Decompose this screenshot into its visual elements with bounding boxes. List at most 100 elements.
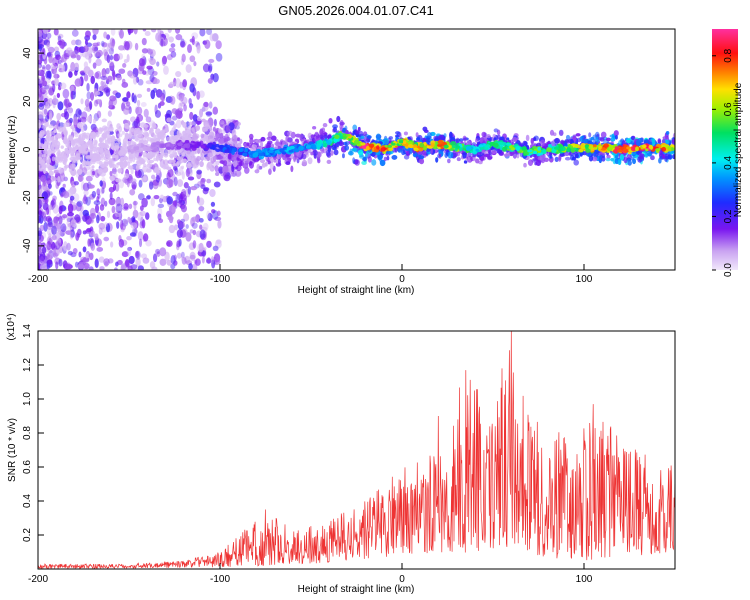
spectrogram-cell xyxy=(112,163,117,169)
spectrogram-cell xyxy=(138,157,144,163)
spectrogram-cell xyxy=(46,253,50,260)
spectrogram-cell xyxy=(216,210,221,217)
spectrogram-cell xyxy=(358,154,365,159)
spectrogram-cell xyxy=(239,148,244,153)
spectrogram-cell xyxy=(56,92,61,98)
spectrogram-cell xyxy=(143,128,148,132)
spectrogram-cell xyxy=(82,230,87,235)
spectrogram-cell xyxy=(218,145,223,149)
spectrogram-cell xyxy=(48,56,54,64)
spectrogram-cell xyxy=(145,212,150,220)
spectrogram-cell xyxy=(114,210,122,218)
spectrogram-cell xyxy=(166,117,172,123)
spectrogram-cell xyxy=(69,231,74,240)
spectrogram-cell xyxy=(334,134,340,139)
spectrogram-cell xyxy=(54,124,58,129)
spectrogram-cell xyxy=(118,68,126,74)
spectrogram-cell xyxy=(339,136,344,140)
spectrogram-cell xyxy=(155,248,161,255)
spectrogram-cell xyxy=(256,163,261,171)
spectrogram-cell xyxy=(355,130,360,135)
spectrogram-cell xyxy=(155,128,161,135)
spectrogram-cell xyxy=(206,210,210,220)
spectrogram-cell xyxy=(166,259,172,266)
spectrogram-cell xyxy=(456,157,461,162)
spectrogram-cell xyxy=(74,39,82,46)
spectrogram-cell xyxy=(237,151,244,156)
spectrogram-cell xyxy=(46,221,53,230)
spectrogram-cell xyxy=(479,146,485,150)
spectrogram-cell xyxy=(57,33,64,39)
spectrogram-cell xyxy=(109,161,113,168)
spectrogram-cell xyxy=(662,136,669,140)
spectrogram-cell xyxy=(83,132,87,137)
spectrogram-cell xyxy=(40,159,45,165)
spectrogram-cell xyxy=(95,90,101,96)
spectrogram-cell xyxy=(155,89,163,98)
spectrogram-cell xyxy=(145,153,152,159)
spectrogram-cell xyxy=(455,138,461,144)
spectrogram-cell xyxy=(153,147,160,151)
spectrogram-cell xyxy=(110,29,116,36)
spectrogram-cell xyxy=(90,123,97,131)
spectrogram-cell xyxy=(310,151,314,156)
spectrogram-cell xyxy=(75,152,81,160)
spectrogram-cell xyxy=(125,258,130,267)
spectrogram-cell xyxy=(90,168,96,177)
spectrogram-cell xyxy=(208,101,213,109)
spectrogram-cell xyxy=(449,131,453,139)
spectrogram-cell xyxy=(183,213,190,222)
spectrogram-cell xyxy=(133,200,137,211)
spectrogram-cell xyxy=(42,47,46,56)
spectrogram-cell xyxy=(251,156,256,164)
spectrogram-cell xyxy=(418,155,425,160)
spectrogram-cell xyxy=(174,109,182,117)
spectrogram-cell xyxy=(152,87,158,93)
spectrogram-cell xyxy=(189,251,196,262)
spectrogram-cell xyxy=(132,76,138,85)
spectrogram-cell xyxy=(609,134,616,138)
spectrogram-cell xyxy=(594,150,599,158)
spectrogram-cell xyxy=(120,161,124,169)
spectrogram-cell xyxy=(198,242,204,253)
spectrogram-cell xyxy=(484,153,491,158)
spectrogram-cell xyxy=(38,33,44,44)
spectrogram-cell xyxy=(265,145,271,149)
spectrogram-cell xyxy=(204,39,211,50)
spectrogram-cell xyxy=(397,147,403,153)
spectrogram-cell xyxy=(148,129,152,135)
spectrogram-cell xyxy=(150,29,157,33)
spectrogram-cell xyxy=(109,170,113,177)
spectrogram-cell xyxy=(74,78,82,87)
spectrogram-cell xyxy=(462,135,467,142)
spectrogram-cell xyxy=(574,143,579,149)
colorbar-ticks: 0.00.20.40.60.8 xyxy=(712,48,734,277)
spectrogram-cell xyxy=(588,132,592,138)
spectrogram-cell xyxy=(45,163,51,169)
spectrogram-cell xyxy=(141,197,148,208)
spectrogram-cell xyxy=(502,146,507,152)
snr-x-ticks: -200 -100 0 100 xyxy=(28,563,593,585)
spectrogram-cell xyxy=(38,32,42,42)
spectrogram-cell xyxy=(475,138,478,143)
spectrogram-cell xyxy=(39,253,44,264)
spectrogram-cell xyxy=(218,128,222,134)
spectrogram-cell xyxy=(208,134,215,140)
spectrogram-cell xyxy=(64,262,72,270)
spectrogram-cell xyxy=(274,149,281,154)
spectrogram-cell xyxy=(82,246,87,253)
spectrogram-cell xyxy=(158,197,163,204)
spectrogram-cell xyxy=(38,232,42,242)
spectrogram-cell xyxy=(187,161,191,167)
spectrogram-cell xyxy=(91,157,98,163)
spectrogram-cell xyxy=(539,154,545,162)
spectrogram-cell xyxy=(84,98,90,108)
spectrogram-cell xyxy=(151,122,156,128)
spectrogram-cell xyxy=(402,140,407,145)
spectrogram-cell xyxy=(87,115,93,123)
spectrogram-cell xyxy=(78,40,82,49)
spectrogram-cell xyxy=(158,181,162,188)
spectrogram-cell xyxy=(38,185,43,195)
spectrogram-cell xyxy=(284,156,291,164)
spectrogram-cell xyxy=(109,192,113,200)
